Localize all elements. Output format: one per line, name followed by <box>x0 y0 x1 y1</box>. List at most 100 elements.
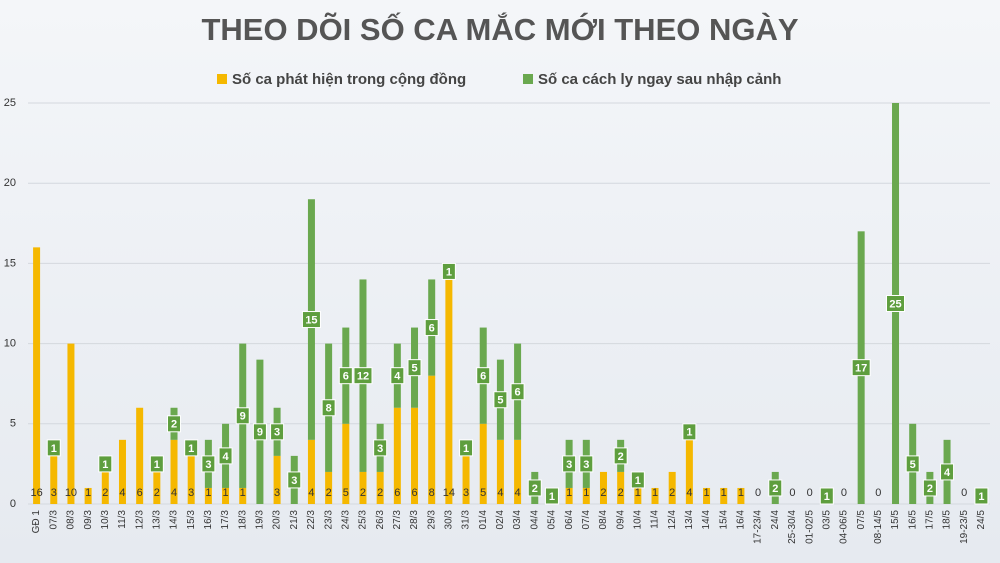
x-tick-label: 03/4 <box>512 510 523 530</box>
x-tick-label: 14/4 <box>701 510 712 530</box>
legend-swatch <box>523 74 533 84</box>
value-label: 1 <box>154 459 160 471</box>
value-label: 3 <box>205 459 211 471</box>
value-label-box <box>886 295 906 312</box>
value-label: 2 <box>532 483 538 495</box>
legend-label: Số ca phát hiện trong cộng đồng <box>232 71 466 88</box>
bar <box>84 487 92 504</box>
value-label: 3 <box>51 487 57 499</box>
value-label: 4 <box>497 487 503 499</box>
value-label: 5 <box>411 363 417 375</box>
value-label: 1 <box>102 459 108 471</box>
value-label-box <box>562 455 577 473</box>
bar <box>204 487 212 504</box>
bar <box>67 343 75 504</box>
bar <box>411 407 419 504</box>
value-label: 4 <box>686 487 692 499</box>
value-label-box <box>544 487 559 505</box>
value-label: 25 <box>889 298 901 310</box>
bar <box>33 247 41 505</box>
x-tick-label: 16/4 <box>736 510 747 530</box>
x-tick-label: 31/3 <box>461 510 472 530</box>
value-label: 6 <box>137 487 143 499</box>
value-label-box <box>613 447 628 465</box>
x-tick-label: 18/5 <box>942 510 953 530</box>
value-label-box <box>46 439 61 457</box>
value-label: 15 <box>305 314 317 326</box>
y-tick-label: 20 <box>4 177 16 189</box>
value-label: 2 <box>171 419 177 431</box>
value-label: 1 <box>549 491 555 503</box>
value-label: 1 <box>978 491 984 503</box>
value-label-box <box>510 383 525 401</box>
y-tick-label: 25 <box>4 97 16 109</box>
x-tick-label: 16/5 <box>907 510 918 530</box>
value-label: 1 <box>652 487 658 499</box>
x-tick-label: 30/3 <box>444 510 455 530</box>
x-tick-label: 02/4 <box>495 510 506 530</box>
bar <box>479 423 487 504</box>
x-tick-label: 25-30/4 <box>787 510 798 544</box>
value-label: 4 <box>222 451 229 463</box>
y-tick-label: 15 <box>4 257 16 269</box>
value-label: 1 <box>205 487 211 499</box>
bar <box>462 455 470 504</box>
value-label: 1 <box>635 475 641 487</box>
x-tick-label: 09/3 <box>83 510 94 530</box>
value-label-box <box>353 367 373 385</box>
x-tick-label: 24/5 <box>976 510 987 530</box>
x-tick-label: 15/3 <box>186 510 197 530</box>
x-tick-label: 13/4 <box>684 510 695 530</box>
value-label: 2 <box>669 487 675 499</box>
x-tick-label: 06/4 <box>564 510 575 530</box>
bar <box>496 439 504 504</box>
value-label: 4 <box>171 487 177 499</box>
x-tick-label: 15/4 <box>718 510 729 530</box>
value-label: 1 <box>703 487 709 499</box>
value-label: 4 <box>308 487 314 499</box>
x-tick-label: 12/4 <box>667 510 678 530</box>
x-tick-label: 20/3 <box>272 510 283 530</box>
x-tick-label: 21/3 <box>289 510 300 530</box>
value-label: 1 <box>463 443 469 455</box>
value-label: 1 <box>583 487 589 499</box>
value-label-box <box>167 415 182 433</box>
x-tick-label: GĐ 1 <box>31 510 42 534</box>
value-label-box <box>459 439 474 457</box>
value-label: 0 <box>789 487 795 499</box>
x-tick-label: 23/3 <box>323 510 334 530</box>
bar <box>617 471 625 504</box>
value-label-box <box>373 439 388 457</box>
bar <box>393 407 401 504</box>
value-label-box <box>493 391 508 409</box>
x-tick-label: 10/4 <box>632 510 643 530</box>
value-label-box <box>252 423 267 441</box>
value-label: 6 <box>343 371 349 383</box>
bar <box>239 487 247 504</box>
x-tick-label: 07/3 <box>48 510 59 530</box>
bar <box>376 471 384 504</box>
x-tick-label: 22/3 <box>306 510 317 530</box>
value-label: 8 <box>326 403 332 415</box>
bar <box>170 439 178 504</box>
value-label: 2 <box>600 487 606 499</box>
x-tick-label: 15/5 <box>890 510 901 530</box>
value-label: 0 <box>961 487 967 499</box>
value-label: 4 <box>944 467 951 479</box>
bar <box>514 439 522 504</box>
value-label-box <box>424 319 439 337</box>
x-tick-label: 17/3 <box>220 510 231 530</box>
value-label: 3 <box>463 487 469 499</box>
x-tick-label: 24/3 <box>340 510 351 530</box>
value-label-box <box>407 359 422 377</box>
value-label-box <box>922 479 937 497</box>
value-label-box <box>630 471 645 489</box>
value-label: 2 <box>618 451 624 463</box>
value-label-box <box>905 455 920 473</box>
x-tick-label: 11/4 <box>650 510 661 529</box>
bar <box>50 455 58 504</box>
value-label: 2 <box>377 487 383 499</box>
bar <box>222 487 230 504</box>
value-label: 2 <box>360 487 366 499</box>
